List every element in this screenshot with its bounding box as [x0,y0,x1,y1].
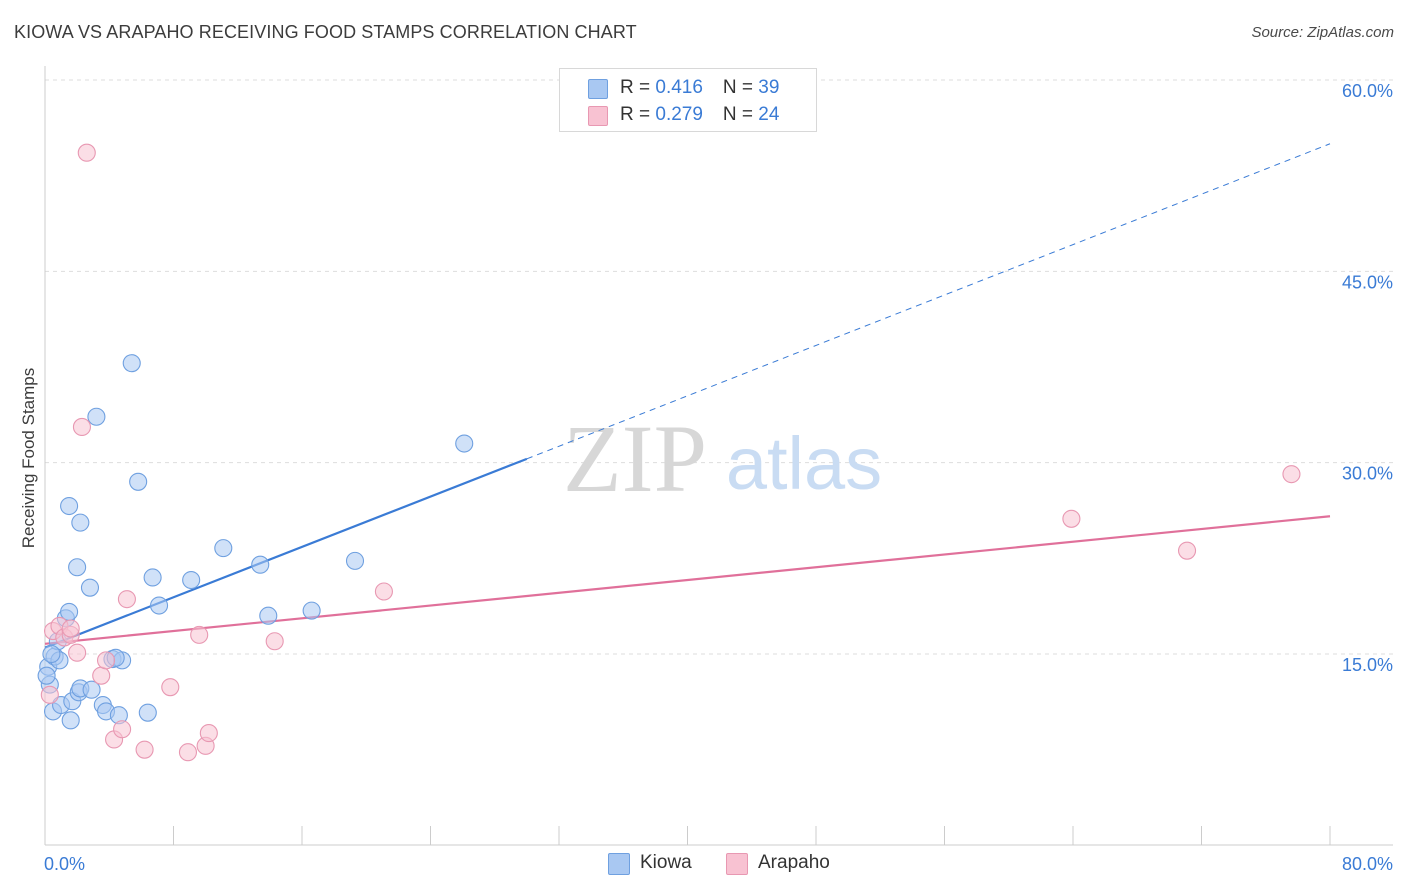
arapaho-point [190,625,209,644]
r-value: 0.279 [655,104,703,125]
kiowa-point [251,555,270,574]
axes [44,66,1393,846]
trend-lines [44,143,1331,649]
x-tick-label: 0.0% [44,854,85,874]
kiowa-point [37,666,56,685]
legend-text: R = 0.279 N = 24 [620,104,779,126]
y-tick-label: 45.0% [1342,272,1393,292]
kiowa-point [182,570,201,590]
kiowa-point [80,578,100,597]
kiowa-swatch [588,79,608,99]
arapaho-point [68,643,87,662]
kiowa-point [71,513,90,532]
n-value: 39 [758,77,780,98]
watermark: ZIP atlas [563,405,882,512]
kiowa-point [143,568,162,587]
kiowa-point [345,551,365,570]
chart-title: KIOWA VS ARAPAHO RECEIVING FOOD STAMPS C… [14,22,637,42]
kiowa-point [259,606,278,625]
kiowa-point [87,407,106,426]
arapaho-point [113,720,132,739]
kiowa-point [455,434,474,453]
arapaho-point [265,632,284,651]
n-value: 24 [758,104,780,125]
arapaho-point [161,678,180,697]
arapaho-point [135,740,154,759]
kiowa-trend-extension [526,143,1331,460]
y-tick-label: 15.0% [1342,655,1393,675]
n-label: N = [722,104,759,125]
watermark-atlas: atlas [726,422,882,505]
kiowa-point [214,539,233,558]
r-label: R = [620,104,656,125]
x-tick-label: 80.0% [1342,854,1393,874]
arapaho-trend-line [44,515,1331,645]
arapaho-point [77,143,96,162]
arapaho-point [1062,509,1081,528]
arapaho-legend-swatch [726,853,748,875]
y-tick-label: 30.0% [1342,464,1393,484]
arapaho-point [1282,465,1301,484]
arapaho-point [40,685,59,704]
source-label: Source: ZipAtlas.com [1251,24,1394,41]
arapaho-swatch [588,106,608,126]
kiowa-point [82,680,101,699]
y-tick-label: 60.0% [1342,81,1393,101]
kiowa-point [149,596,169,615]
kiowa-point [138,703,157,722]
kiowa-point [42,644,61,664]
kiowa-legend-swatch [608,853,630,875]
legend-text: R = 0.416 N = 39 [620,77,779,99]
kiowa-point [68,558,87,577]
arapaho-point [72,417,91,437]
arapaho-point [92,666,111,685]
kiowa-trend-line [44,457,528,649]
arapaho-point [96,651,116,670]
arapaho-point [1177,541,1197,560]
tick-labels: 15.0% 30.0% 45.0% 60.0% 0.0% 80.0% [44,81,1393,874]
kiowa-legend-label: Kiowa [640,852,692,873]
r-value: 0.416 [655,77,703,98]
arapaho-point [61,619,80,638]
arapaho-point [117,590,136,609]
arapaho-point [178,743,198,762]
data-points [37,143,1301,762]
arapaho-point [199,724,218,743]
n-label: N = [722,77,759,98]
kiowa-point [122,354,141,373]
kiowa-point [60,496,79,516]
kiowa-point [61,711,80,730]
kiowa-point [302,601,321,620]
r-label: R = [620,77,656,98]
watermark-zip: ZIP [563,405,707,512]
arapaho-point [374,582,393,601]
kiowa-point [129,472,148,491]
arapaho-legend-label: Arapaho [758,852,830,873]
correlation-legend: R = 0.416 N = 39 R = 0.279 N = 24 [559,68,817,132]
